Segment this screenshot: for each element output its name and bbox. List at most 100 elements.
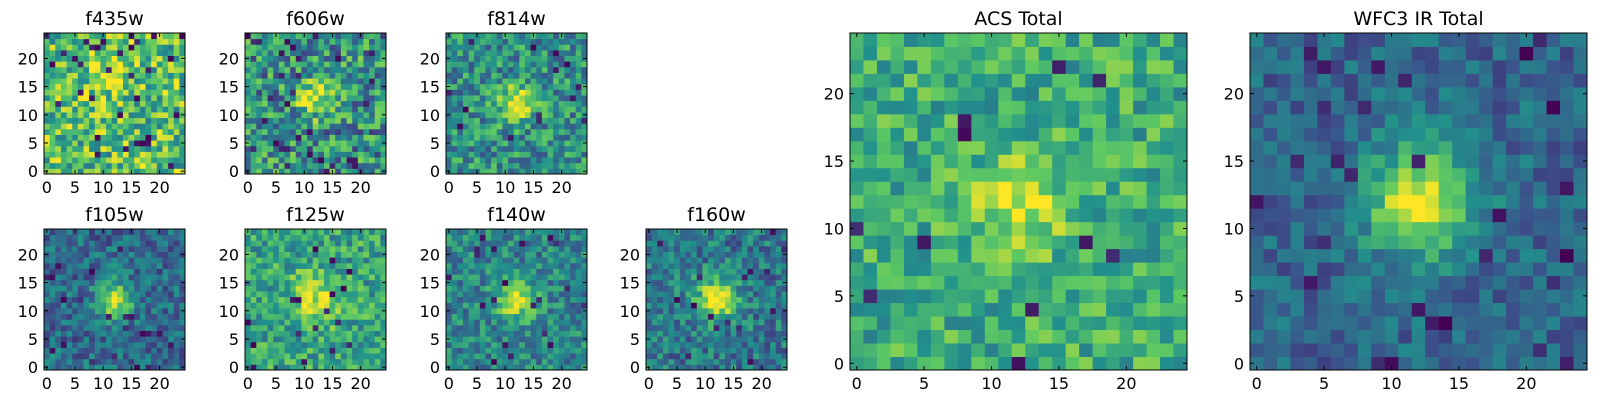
heatmap-cell xyxy=(558,128,565,135)
heatmap-cell xyxy=(83,117,90,124)
heatmap-cell xyxy=(352,78,359,85)
heatmap-cell xyxy=(1173,316,1188,331)
heatmap-cell xyxy=(156,291,163,298)
heatmap-cell xyxy=(971,316,986,331)
heatmap-cell xyxy=(1160,167,1174,182)
heatmap-cell xyxy=(524,296,532,303)
heatmap-cell xyxy=(662,358,670,365)
heatmap-cell xyxy=(250,151,257,158)
heatmap-cell xyxy=(267,336,274,343)
heatmap-cell xyxy=(491,330,498,337)
heatmap-cell xyxy=(122,38,130,45)
heatmap-cell xyxy=(284,257,291,264)
heatmap-cell xyxy=(1133,167,1148,182)
heatmap-cell xyxy=(122,61,130,68)
heatmap-cell xyxy=(468,78,475,85)
heatmap-cell xyxy=(256,341,263,348)
heatmap-cell xyxy=(117,66,124,73)
heatmap-cell xyxy=(329,302,336,309)
heatmap-cell xyxy=(329,100,336,107)
heatmap-cell xyxy=(122,117,130,124)
heatmap-cell xyxy=(369,324,376,331)
heatmap-cell xyxy=(60,33,68,40)
heatmap-cell xyxy=(256,66,263,73)
heatmap-cell xyxy=(363,257,370,264)
heatmap-cell xyxy=(380,61,387,68)
heatmap-cell xyxy=(468,257,475,264)
heatmap-cell xyxy=(496,307,503,315)
heatmap-cell xyxy=(971,248,986,263)
heatmap-cell xyxy=(352,353,359,360)
heatmap-cell xyxy=(60,240,68,247)
heatmap-cell xyxy=(971,208,986,223)
heatmap-cell xyxy=(553,72,560,79)
heatmap-cell xyxy=(524,162,532,169)
heatmap-cell xyxy=(1106,194,1121,209)
heatmap-cell xyxy=(502,313,509,320)
heatmap-cell xyxy=(462,313,470,320)
heatmap-cell xyxy=(168,78,175,85)
heatmap-cell xyxy=(318,61,325,68)
heatmap-cell xyxy=(323,353,331,360)
heatmap-cell xyxy=(261,49,269,57)
heatmap-cell xyxy=(134,162,141,169)
heatmap-cell xyxy=(284,83,291,90)
heatmap-cell xyxy=(890,154,905,169)
heatmap-cell xyxy=(719,279,726,286)
heatmap-cell xyxy=(491,319,498,326)
heatmap-cell xyxy=(702,319,709,326)
heatmap-cell xyxy=(685,302,692,309)
heatmap-cell xyxy=(312,78,319,85)
heatmap-cell xyxy=(724,347,732,354)
heatmap-cell xyxy=(94,168,101,175)
heatmap-cell xyxy=(1160,343,1174,357)
heatmap-cell xyxy=(295,89,302,96)
heatmap-cell xyxy=(117,257,124,264)
heatmap-cell xyxy=(508,140,515,147)
heatmap-cell xyxy=(156,302,163,309)
heatmap-cell xyxy=(250,353,257,360)
heatmap-cell xyxy=(536,78,543,85)
heatmap-cell xyxy=(651,341,658,348)
heatmap-cell xyxy=(173,33,180,40)
heatmap-cell xyxy=(570,106,577,113)
heatmap-cell xyxy=(162,157,169,164)
heatmap-cell xyxy=(139,145,146,152)
heatmap-cell xyxy=(708,319,715,326)
heatmap-cell xyxy=(94,72,101,79)
heatmap-cell xyxy=(553,100,560,107)
heatmap-cell xyxy=(685,341,692,348)
heatmap-cell xyxy=(278,353,285,360)
heatmap-cell xyxy=(547,38,554,45)
heatmap-cell xyxy=(117,324,124,331)
heatmap-cell xyxy=(741,353,748,360)
heatmap-cell xyxy=(451,61,458,68)
heatmap-cell xyxy=(485,157,492,164)
heatmap-cell xyxy=(89,168,96,175)
heatmap-cell xyxy=(369,157,376,164)
heatmap-cell xyxy=(536,336,543,343)
heatmap-cell xyxy=(651,364,658,371)
heatmap-cell xyxy=(261,313,269,320)
heatmap-cell xyxy=(1011,221,1026,236)
heatmap-cell xyxy=(1052,248,1067,263)
heatmap-cell xyxy=(485,72,492,79)
heatmap-cell xyxy=(553,134,560,141)
heatmap-cell xyxy=(111,330,118,337)
heatmap-cell xyxy=(323,262,331,269)
heatmap-cell xyxy=(1092,248,1107,263)
heatmap-cell xyxy=(346,106,353,113)
heatmap-cell xyxy=(44,353,51,360)
heatmap-cell xyxy=(496,157,503,164)
heatmap-cell xyxy=(462,240,470,247)
heatmap-cell xyxy=(508,157,515,164)
heatmap-cell xyxy=(106,262,113,269)
heatmap-cell xyxy=(863,221,878,236)
heatmap-cell xyxy=(83,145,90,152)
heatmap-cell xyxy=(156,341,163,348)
heatmap-cell xyxy=(730,302,737,309)
heatmap-cell xyxy=(553,274,560,281)
heatmap-cell xyxy=(162,291,169,298)
heatmap-cell xyxy=(541,302,548,309)
heatmap-cell xyxy=(55,140,62,147)
